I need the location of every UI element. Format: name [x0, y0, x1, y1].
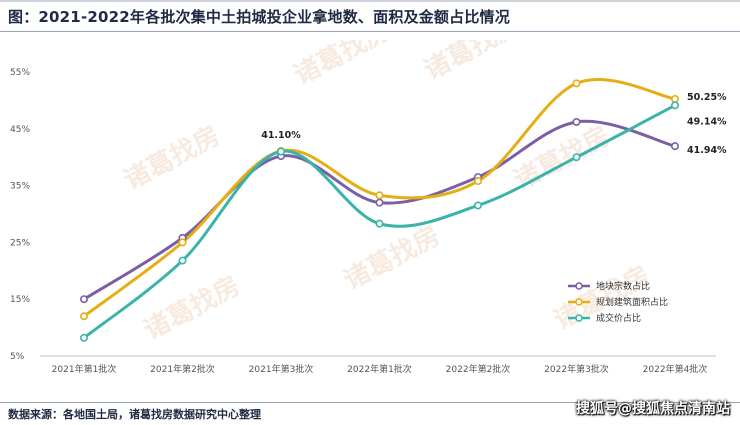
series-point: [375, 198, 384, 207]
y-tick-label: 35%: [10, 182, 30, 192]
data-labels: 41.10% 50.25% 49.14% 41.94%: [261, 92, 727, 156]
y-axis: 5% 15% 25% 35% 45% 55%: [10, 68, 30, 362]
credit-watermark: 搜狐号@搜狐焦点清南站: [576, 401, 730, 417]
series-point: [276, 147, 285, 156]
title-divider: [0, 31, 740, 32]
series-point: [572, 117, 581, 126]
series-point: [178, 238, 187, 247]
y-tick-label: 55%: [10, 68, 30, 78]
series-point: [178, 256, 187, 265]
data-label: 41.10%: [261, 130, 301, 141]
source-note: 数据来源：各地国土局，诸葛找房数据研究中心整理: [8, 408, 261, 421]
series-point: [80, 333, 89, 342]
series-point: [473, 177, 482, 186]
series-point: [572, 79, 581, 88]
x-tick-label: 2022年第2批次: [446, 363, 511, 375]
legend-label: 地块宗数占比: [596, 280, 650, 292]
x-tick-label: 2022年第1批次: [347, 363, 412, 375]
series-point: [375, 191, 384, 200]
series-point: [473, 201, 482, 210]
legend-label: 规划建筑面积占比: [596, 296, 668, 308]
series-point: [670, 94, 679, 103]
watermark-text: 诸葛找房: [139, 271, 245, 346]
y-tick-label: 15%: [10, 295, 30, 305]
watermark-text: 诸葛找房: [339, 221, 445, 296]
x-tick-label: 2021年第2批次: [150, 363, 215, 375]
x-tick-label: 2021年第1批次: [52, 363, 117, 375]
series-points: [80, 79, 679, 342]
legend-marker: [575, 298, 583, 306]
top-rule: [0, 0, 740, 2]
legend-marker: [575, 314, 583, 322]
x-tick-label: 2022年第4批次: [643, 363, 708, 375]
x-tick-label: 2022年第3批次: [544, 363, 609, 375]
legend-marker: [575, 282, 583, 290]
footer-divider: [0, 402, 740, 403]
watermark-text: 诸葛找房: [419, 40, 525, 86]
watermark-text: 诸葛找房: [289, 40, 395, 91]
x-tick-label: 2021年第3批次: [249, 363, 314, 375]
legend-label: 成交价占比: [596, 312, 641, 324]
series-point: [80, 295, 89, 304]
watermark-text: 诸葛找房: [119, 121, 225, 196]
series-point: [572, 153, 581, 162]
data-label: 49.14%: [687, 116, 727, 127]
data-label: 50.25%: [687, 92, 727, 103]
series-point: [670, 101, 679, 110]
y-tick-label: 5%: [10, 352, 25, 362]
series-point: [375, 219, 384, 228]
series-point: [670, 142, 679, 151]
series-point: [80, 312, 89, 321]
y-tick-label: 25%: [10, 238, 30, 248]
x-axis: 2021年第1批次 2021年第2批次 2021年第3批次 2022年第1批次 2022…: [40, 355, 716, 375]
y-tick-label: 45%: [10, 125, 30, 135]
page-title: 图：2021-2022年各批次集中土拍城投企业拿地数、面积及金额占比情况: [8, 8, 510, 26]
data-label: 41.94%: [687, 145, 727, 156]
